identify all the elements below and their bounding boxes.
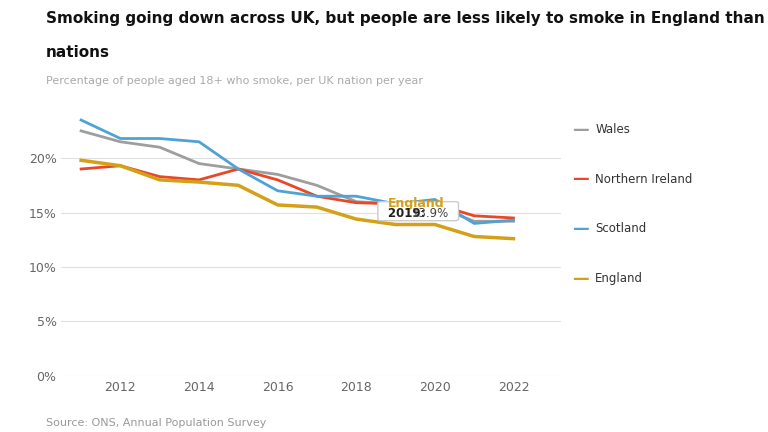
Text: —: — <box>572 220 589 238</box>
Text: —: — <box>572 170 589 188</box>
Text: —: — <box>572 121 589 139</box>
Text: Percentage of people aged 18+ who smoke, per UK nation per year: Percentage of people aged 18+ who smoke,… <box>46 76 423 86</box>
Text: Source: ONS, Annual Population Survey: Source: ONS, Annual Population Survey <box>46 418 266 428</box>
Text: 2019:: 2019: <box>388 206 429 219</box>
Text: Wales: Wales <box>595 123 630 136</box>
Text: England: England <box>595 272 644 285</box>
Text: nations: nations <box>46 45 110 60</box>
Text: Scotland: Scotland <box>595 222 647 235</box>
Text: Smoking going down across UK, but people are less likely to smoke in England tha: Smoking going down across UK, but people… <box>46 11 768 26</box>
Text: 13.9%: 13.9% <box>412 206 449 219</box>
Text: —: — <box>572 270 589 288</box>
FancyBboxPatch shape <box>378 202 458 221</box>
Text: Northern Ireland: Northern Ireland <box>595 173 693 186</box>
Text: England: England <box>388 197 445 210</box>
